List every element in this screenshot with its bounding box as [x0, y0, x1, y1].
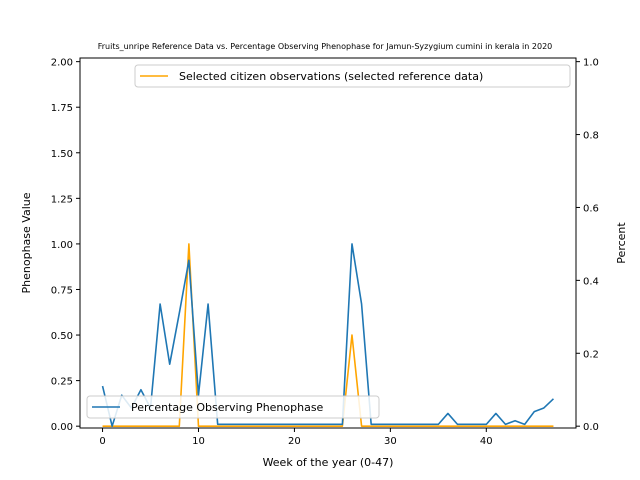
- legend-box-1: [86, 395, 380, 419]
- x-tick-label: 20: [288, 436, 301, 447]
- y-tick-label-left: 0.75: [51, 285, 73, 296]
- chart-axes: 0 10 20 30 40 0.00 0.25 0.50 0.75 1.00 1.25 1.50 1.7…: [51, 58, 599, 447]
- plot-area: [79, 57, 577, 429]
- y-tick-label-left: 1.00: [51, 240, 73, 251]
- x-tick-label: 0: [99, 436, 105, 447]
- y-tick-label-right: 0.6: [583, 203, 599, 214]
- y-tick-label-left: 1.50: [51, 149, 73, 160]
- legend-label-1: Percentage Observing Phenophase: [131, 401, 324, 414]
- y-tick-label-right: 0.0: [583, 422, 599, 433]
- legend-label-0: Selected citizen observations (selected …: [179, 70, 483, 83]
- x-axis-label: Week of the year (0-47): [263, 456, 394, 469]
- x-tick-label: 40: [480, 436, 493, 447]
- y-tick-label-right: 0.8: [583, 131, 599, 142]
- y-tick-label-left: 1.75: [51, 103, 73, 114]
- y-tick-label-left: 2.00: [51, 58, 73, 69]
- chart-marks: [101, 243, 555, 427]
- legend-box-0: [134, 64, 571, 88]
- y-tick-label-left: 0.00: [51, 422, 73, 433]
- series-line-1: [101, 243, 555, 427]
- y-tick-label-left: 0.50: [51, 331, 73, 342]
- y-tick-label-left: 0.25: [51, 377, 73, 388]
- y-tick-label-right: 0.4: [583, 276, 599, 287]
- x-tick-label: 30: [384, 436, 397, 447]
- x-tick-label: 10: [192, 436, 205, 447]
- y-axis-label-right: Percent: [615, 222, 628, 264]
- series-line-0: [102, 243, 554, 427]
- chart-legends: Selected citizen observations (selected …: [86, 64, 571, 419]
- y-tick-label-right: 0.2: [583, 349, 599, 360]
- y-tick-label-left: 1.25: [51, 194, 73, 205]
- y-tick-label-right: 1.0: [583, 58, 599, 69]
- chart-title: Fruits_unripe Reference Data vs. Percent…: [98, 42, 553, 51]
- y-axis-label-left: Phenophase Value: [20, 192, 33, 293]
